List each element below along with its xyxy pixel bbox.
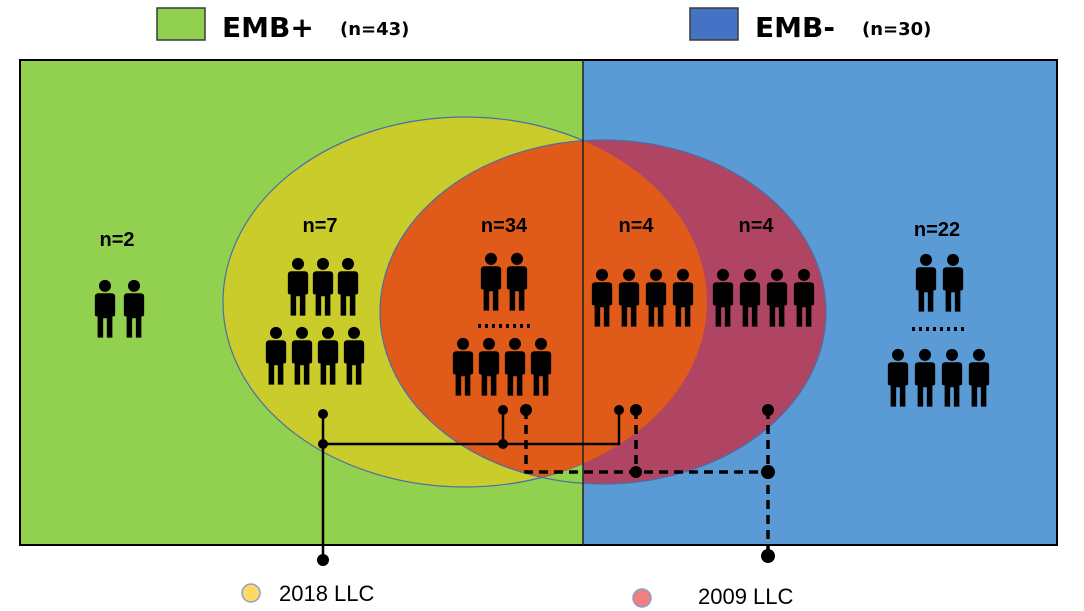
legend-2018-dot <box>241 583 261 603</box>
overlap-region <box>380 140 707 484</box>
emb-pos-label: EMB+ <box>222 11 314 44</box>
connector-2009 <box>524 410 770 556</box>
count-emb-pos-only: n=2 <box>99 229 134 251</box>
count-llc2009-only: n=4 <box>738 215 774 237</box>
emb-neg-label: EMB- <box>755 11 835 44</box>
legend-2018-label: 2018 LLC <box>279 581 375 606</box>
count-llc2018-only: n=7 <box>302 215 337 237</box>
count-both-emb-pos: n=34 <box>481 215 528 237</box>
emb-pos-swatch <box>156 7 206 41</box>
connector-2018-nodes <box>317 405 624 566</box>
legend-2009-dot <box>632 588 652 608</box>
count-emb-neg-only: n=22 <box>914 219 960 241</box>
legend-2009-label: 2009 LLC <box>698 584 794 609</box>
connector-2009-nodes <box>520 404 775 563</box>
diagram-border <box>19 59 1058 546</box>
emb-pos-count: (n=43) <box>340 19 409 40</box>
connector-2018 <box>321 410 621 560</box>
emb-neg-swatch <box>689 7 739 41</box>
count-both-emb-neg: n=4 <box>618 215 654 237</box>
llc-2009-circle-outline <box>379 139 827 485</box>
emb-neg-count: (n=30) <box>862 19 931 40</box>
